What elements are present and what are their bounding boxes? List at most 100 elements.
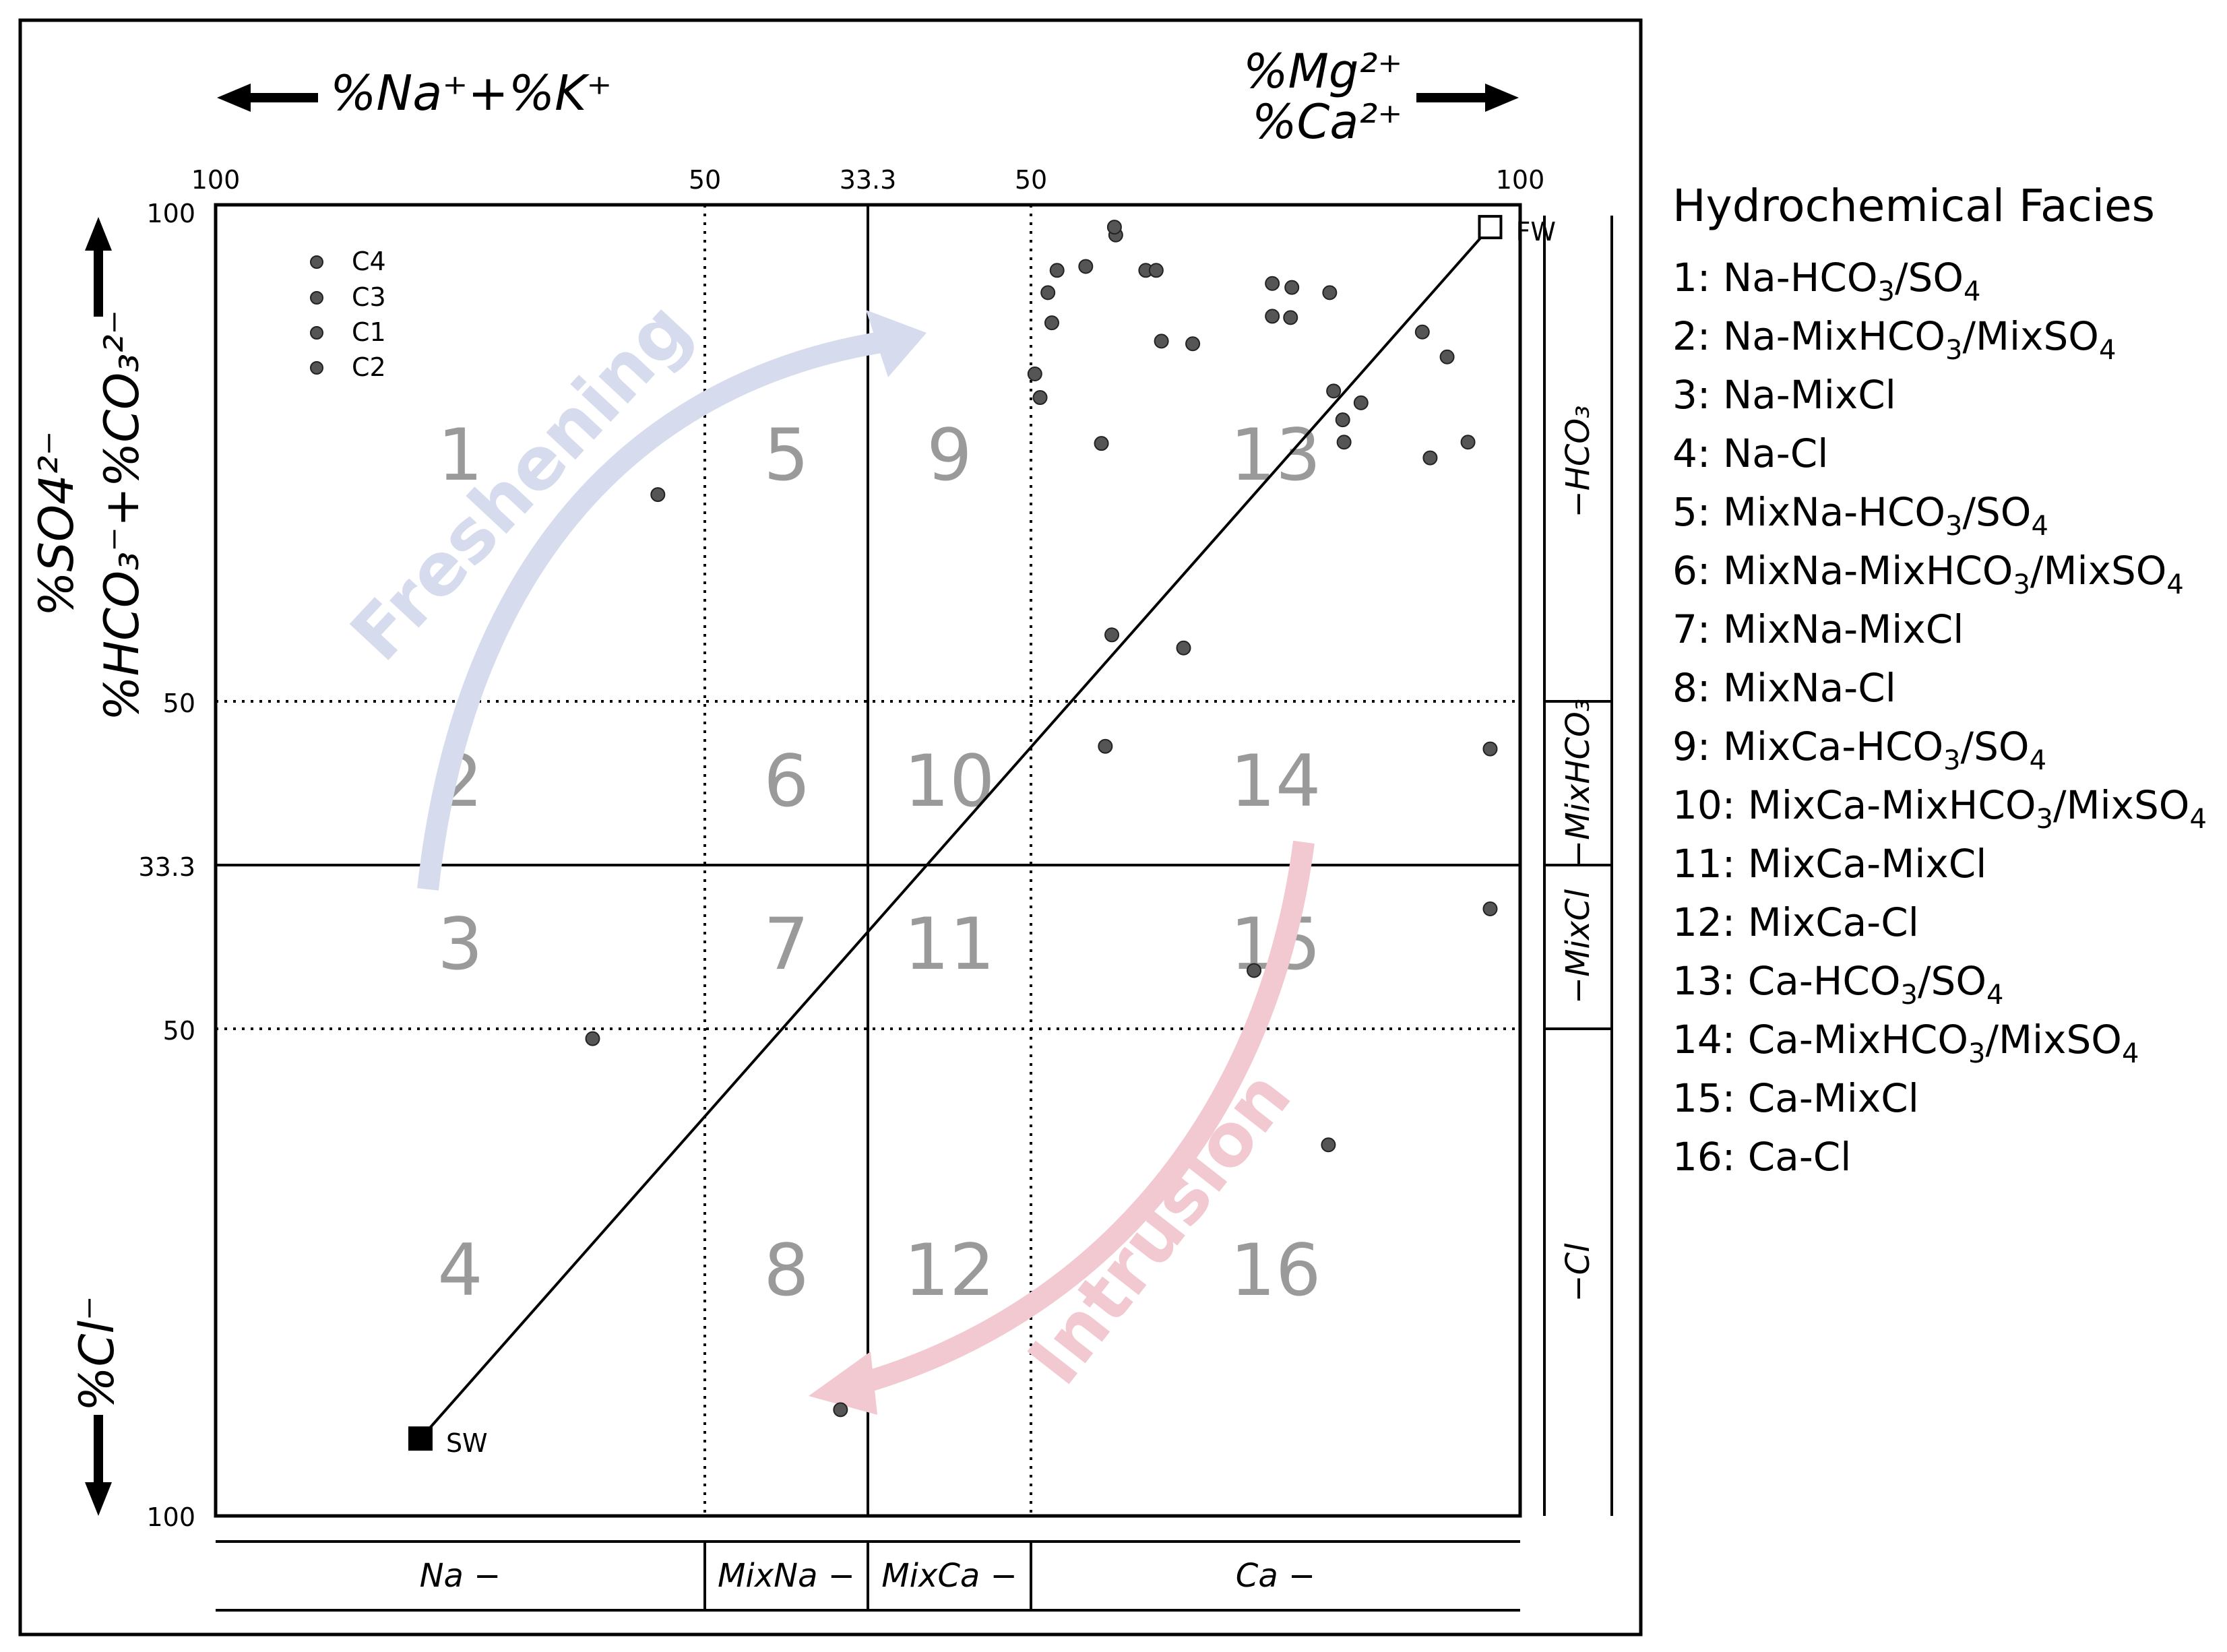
facies-legend-item: 14: Ca-MixHCO3/MixSO4: [1672, 1017, 2139, 1069]
x-axis-label-right-bottom: %Ca²⁺: [1252, 94, 1402, 150]
data-point: [1482, 741, 1498, 757]
x-tick-label: 50: [689, 165, 721, 195]
anion-strip-labels: −HCO₃ −MixHCO₃ −MixCl −Cl: [1559, 406, 1597, 1302]
freshening-annotation: Freshening: [335, 286, 927, 891]
y-axis-label-top-b: %HCO₃⁻+%CO₃²⁻: [94, 310, 150, 721]
freshening-label: Freshening: [335, 286, 707, 677]
cation-strip: [216, 1540, 1520, 1612]
y-tick-labels: 100 50 33.3 50 100: [138, 199, 195, 1532]
data-point: [1460, 435, 1476, 450]
data-point: [1154, 333, 1169, 349]
data-point: [1049, 263, 1065, 278]
data-point: [1185, 336, 1201, 352]
facies-legend-item: 7: MixNa-MixCl: [1672, 606, 1964, 652]
x-axis-label-right-top: %Mg²⁺: [1243, 44, 1402, 99]
facies-number: 5: [763, 414, 809, 497]
data-point: [1106, 220, 1122, 235]
y-axis-label-bottom: %Cl⁻: [69, 1296, 125, 1411]
x-tick-labels: 100 50 33.3 50 100: [191, 165, 1545, 195]
facies-legend-item: 10: MixCa-MixHCO3/MixSO4: [1672, 782, 2207, 835]
facies-legend-item: 1: Na-HCO3/SO4: [1672, 255, 1980, 307]
y-tick-label: 50: [163, 1016, 195, 1046]
data-point: [1040, 285, 1056, 300]
facies-legend-item: 3: Na-MixCl: [1672, 372, 1896, 418]
facies-legend-item: 13: Ca-HCO3/SO4: [1672, 958, 2003, 1011]
facies-number: 16: [1230, 1229, 1321, 1312]
anion-label: −HCO₃: [1559, 406, 1597, 518]
facies-legend-item: 2: Na-MixHCO3/MixSO4: [1672, 313, 2116, 366]
legend-label: C3: [352, 282, 386, 312]
data-point: [1336, 435, 1352, 450]
facies-legend-item: 4: Na-Cl: [1672, 431, 1828, 476]
data-point: [1326, 383, 1342, 399]
facies-number: 6: [763, 740, 809, 823]
cation-label: MixNa −: [718, 1557, 855, 1595]
data-point: [1032, 390, 1048, 406]
facies-legend-item: 16: Ca-Cl: [1672, 1134, 1851, 1180]
data-point: [1422, 450, 1438, 466]
intrusion-arrowhead: [809, 1352, 877, 1415]
data-point: [1283, 310, 1298, 325]
data-point: [1027, 367, 1042, 382]
facies-legend-item: 8: MixNa-Cl: [1672, 665, 1896, 711]
cation-label: Na −: [420, 1557, 501, 1595]
data-point: [1265, 276, 1280, 291]
x-axis-label-left: %Na⁺+%K⁺: [330, 65, 612, 121]
left-arrow-icon: [217, 84, 318, 112]
y-tick-label: 33.3: [138, 852, 195, 882]
facies-number: 8: [763, 1229, 809, 1312]
facies-legend-item: 15: Ca-MixCl: [1672, 1075, 1919, 1121]
anion-label: −MixCl: [1559, 889, 1597, 1004]
legend-label: C1: [352, 317, 386, 347]
facies-legend-item: 11: MixCa-MixCl: [1672, 841, 1986, 887]
data-point: [1247, 963, 1262, 978]
data-point: [650, 487, 666, 503]
anion-strip: [1543, 216, 1613, 1516]
facies-legend-item: 12: MixCa-Cl: [1672, 899, 1919, 945]
data-point: [1094, 436, 1109, 451]
data-point: [1104, 627, 1120, 643]
sw-label: SW: [446, 1428, 488, 1458]
data-point: [1321, 1137, 1336, 1153]
freshening-arrowhead: [866, 310, 927, 377]
facies-legend-item: 9: MixCa-HCO3/SO4: [1672, 724, 2046, 776]
freshening-arrow: [417, 330, 891, 891]
fw-marker: [1478, 215, 1503, 240]
sw-marker: [408, 1426, 433, 1451]
fw-label: FW: [1515, 217, 1555, 247]
legend-marker: [310, 255, 323, 269]
data-point: [1148, 263, 1164, 278]
intrusion-label: Intrusion: [1012, 1056, 1307, 1400]
x-tick-label: 33.3: [840, 165, 897, 195]
down-arrow-icon: [85, 1415, 112, 1516]
legend-marker: [310, 291, 323, 305]
data-point: [1414, 324, 1430, 340]
facies-number: 13: [1230, 414, 1321, 497]
legend-marker: [310, 361, 323, 375]
facies-number: 9: [927, 414, 972, 497]
facies-number: 3: [437, 903, 482, 986]
data-point: [1284, 280, 1300, 295]
cation-strip-labels: Na − MixNa − MixCa − Ca −: [420, 1557, 1316, 1595]
facies-grid: [216, 205, 1520, 1516]
facies-number: 12: [904, 1229, 995, 1312]
data-point: [1482, 901, 1498, 917]
facies-number: 1: [437, 414, 482, 497]
data-point: [1044, 315, 1059, 331]
anion-label: −MixHCO₃: [1559, 699, 1597, 867]
data-point: [833, 1402, 848, 1418]
y-tick-label: 50: [163, 689, 195, 718]
legend-label: C4: [352, 247, 386, 276]
y-tick-label: 100: [146, 1502, 195, 1532]
up-arrow-icon: [85, 217, 112, 317]
cation-label: Ca −: [1236, 1557, 1315, 1595]
facies-legend-title: Hydrochemical Facies: [1672, 180, 2155, 232]
data-point: [1078, 259, 1094, 274]
plot-area: [214, 203, 1522, 1518]
figure-frame: [18, 18, 1643, 1637]
facies-legend-item: 5: MixNa-HCO3/SO4: [1672, 489, 2048, 542]
facies-legend-list: 1: Na-HCO3/SO4 2: Na-MixHCO3/MixSO4 3: Na-…: [1672, 255, 2207, 1180]
legend-marker: [310, 326, 323, 340]
y-tick-label: 100: [146, 199, 195, 228]
